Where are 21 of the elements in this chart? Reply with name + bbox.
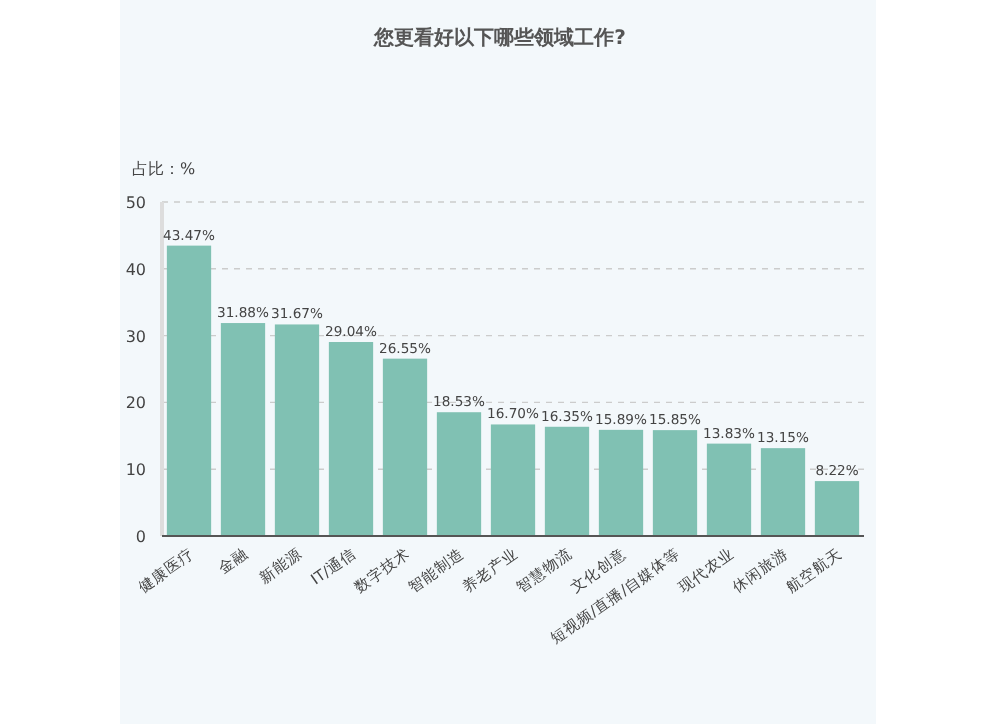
y-tick-label: 40 <box>125 260 146 279</box>
bar <box>814 481 860 536</box>
bar <box>598 429 644 536</box>
bar <box>706 443 752 536</box>
bar <box>274 324 320 536</box>
y-tick-label: 10 <box>125 461 146 480</box>
bar <box>760 448 806 536</box>
bar <box>490 424 536 536</box>
y-tick-label: 0 <box>135 528 146 546</box>
bar <box>328 342 374 536</box>
y-tick-label: 30 <box>125 327 146 346</box>
bar <box>382 358 428 536</box>
y-tick-label: 50 <box>125 194 146 212</box>
y-axis-title: 占比：% <box>132 160 196 178</box>
bar <box>436 412 482 536</box>
bar <box>652 430 698 536</box>
bar <box>166 245 212 536</box>
bar <box>544 426 590 536</box>
chart-title: 您更看好以下哪些领域工作? <box>372 26 627 50</box>
bar <box>220 323 266 536</box>
y-tick-label: 20 <box>125 394 146 413</box>
